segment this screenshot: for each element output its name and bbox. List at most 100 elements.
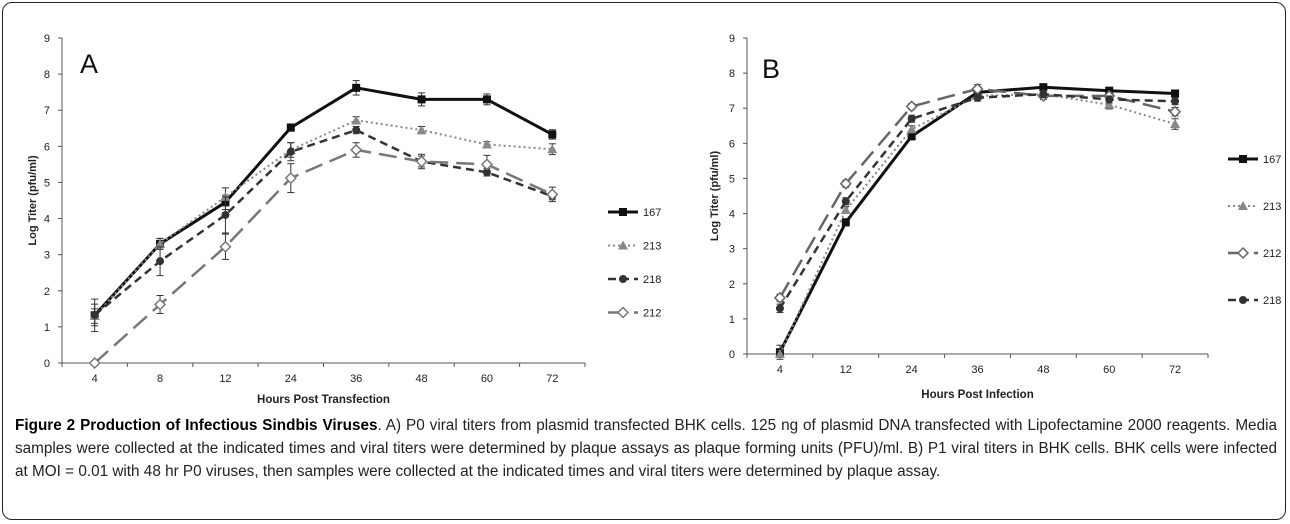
data-point [415,155,428,168]
legend-item-213: 213 [1228,201,1281,213]
data-point [973,93,982,102]
series-line [93,86,554,317]
data-point [906,124,917,134]
data-point [1104,99,1115,109]
x-tick-label: 12 [219,373,231,385]
x-tick-label: 48 [415,373,427,385]
legend-item-167: 167 [608,207,661,219]
y-tick-label: 7 [729,103,735,115]
data-point [547,144,558,154]
data-point [417,95,426,104]
y-axis-label: Log Titer (pfu/ml) [27,155,39,246]
legend-label: 213 [1263,201,1281,213]
data-point [839,177,852,190]
legend-marker [1239,296,1247,304]
y-tick-label: 9 [44,33,50,45]
legend-label: 212 [643,308,661,320]
y-tick-label: 2 [44,286,50,298]
series-213 [774,89,1181,359]
y-axis-label: Log Titer (pfu/ml) [709,151,721,242]
x-tick-label: 8 [157,373,163,385]
series-167 [90,80,557,333]
legend-item-213: 213 [608,240,661,253]
x-tick-label: 4 [777,364,783,376]
legend-marker [619,208,627,216]
x-tick-label: 60 [481,373,493,385]
y-tick-label: 2 [729,279,735,291]
y-tick-label: 7 [44,105,50,117]
x-axis-label: Hours Post Transfection [257,394,390,406]
series-line [93,128,553,316]
data-point [286,123,295,132]
data-point [1169,105,1182,118]
legend-item-212: 212 [1228,246,1281,260]
legend-label: 212 [1263,248,1281,260]
data-point [416,125,427,135]
data-point [480,158,493,171]
data-point [905,100,918,113]
y-tick-label: 0 [44,358,50,370]
data-point [548,130,557,139]
legend-label: 167 [1263,154,1281,166]
figure-caption: Figure 2 Production of Infectious Sindbi… [15,414,1277,483]
data-point [1105,95,1114,104]
y-tick-label: 1 [44,322,50,334]
data-point [90,310,99,319]
y-tick-label: 6 [44,141,50,153]
legend-item-167: 167 [1228,154,1281,166]
legend-item-218: 218 [608,274,661,286]
data-point [351,115,362,125]
x-tick-label: 24 [285,373,297,385]
series-212 [88,142,559,370]
y-tick-label: 0 [729,349,735,361]
legend-marker [1239,155,1247,163]
data-point [1171,89,1180,98]
panel-label: A [80,49,98,79]
data-point [88,356,101,370]
legend-label: 218 [643,274,661,286]
data-point [1039,83,1048,92]
y-tick-label: 4 [729,209,735,221]
x-tick-label: 36 [350,373,362,385]
data-point [481,139,492,149]
x-tick-label: 36 [971,364,983,376]
legend-marker [1236,246,1250,260]
data-point [219,240,232,253]
y-tick-label: 3 [729,244,735,256]
x-tick-label: 60 [1103,364,1115,376]
panel-label: B [762,54,780,84]
data-point [286,147,295,156]
series-212 [773,82,1182,304]
data-point [221,210,230,219]
y-tick-label: 5 [729,173,735,185]
x-tick-label: 72 [1169,364,1181,376]
x-tick-label: 24 [906,364,918,376]
x-axis-label: Hours Post Infection [921,389,1033,401]
series-167 [775,83,1180,360]
legend-item-212: 212 [608,306,661,320]
y-tick-label: 4 [44,214,50,226]
data-point [155,238,166,248]
series-line [778,85,1176,353]
data-point [841,218,850,227]
data-point [1039,90,1048,99]
data-point [352,83,361,92]
y-tick-label: 8 [44,69,50,81]
x-tick-label: 72 [546,373,558,385]
series-line [778,92,1176,310]
series-line [93,119,553,317]
x-tick-label: 4 [92,373,98,385]
data-point [907,114,916,123]
data-point [284,172,297,185]
legend-marker [619,275,627,283]
x-tick-label: 12 [840,364,852,376]
data-point [546,188,559,201]
data-point [350,143,363,157]
y-tick-label: 6 [729,138,735,150]
y-tick-label: 8 [729,68,735,80]
legend-marker [618,240,628,250]
